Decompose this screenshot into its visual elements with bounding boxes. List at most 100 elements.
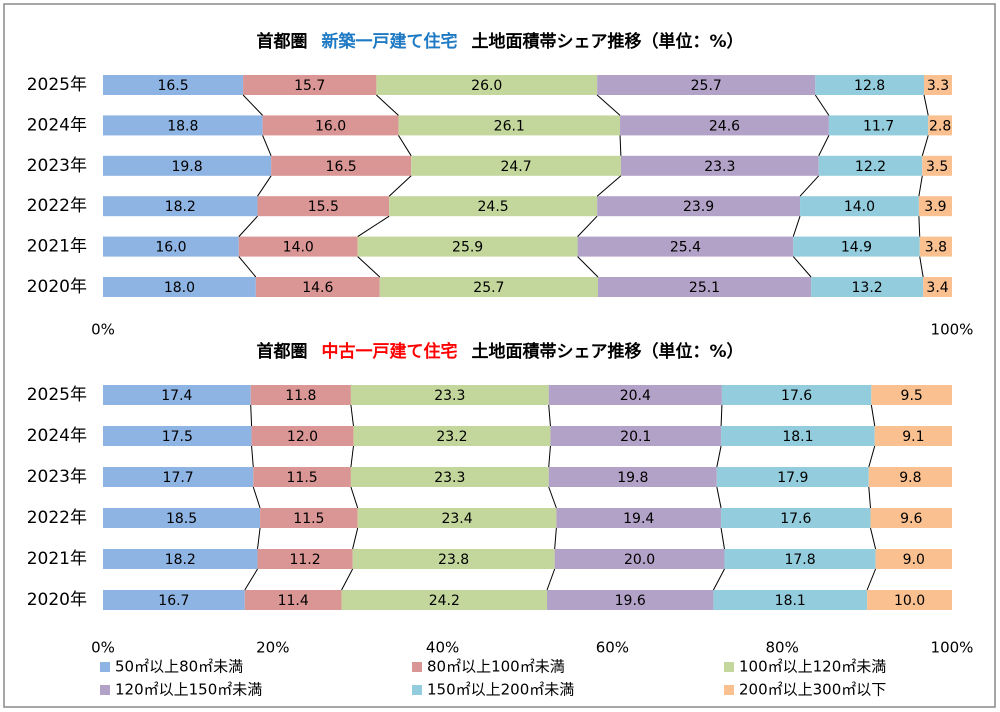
y-tick-label: 2023年 — [27, 467, 87, 487]
y-tick-label: 2022年 — [27, 196, 87, 216]
data-label: 20.0 — [624, 552, 655, 568]
bar-segment — [341, 590, 548, 610]
data-label: 3.9 — [924, 199, 946, 215]
data-label: 17.9 — [777, 470, 808, 486]
bar-segment — [103, 155, 272, 176]
data-label: 18.2 — [165, 199, 196, 215]
connector — [919, 256, 924, 278]
data-label: 14.0 — [844, 199, 875, 215]
bar-segment — [597, 75, 816, 95]
data-label: 16.7 — [158, 593, 189, 609]
connector — [357, 256, 381, 278]
legend-label: 150㎡以上200㎡未満 — [427, 681, 574, 699]
legend-swatch — [412, 662, 422, 672]
data-label: 16.5 — [157, 78, 188, 94]
data-label: 14.9 — [841, 240, 872, 256]
bar-segment — [815, 75, 924, 95]
connector — [918, 175, 923, 197]
connector — [870, 527, 877, 550]
data-label: 18.8 — [167, 118, 198, 134]
connector — [341, 568, 354, 591]
connector — [799, 175, 820, 197]
bar-segment — [353, 426, 551, 446]
connector — [238, 256, 257, 278]
data-label: 13.2 — [852, 280, 883, 296]
bar-segment — [870, 508, 952, 528]
data-label: 17.7 — [163, 470, 194, 486]
connector — [350, 404, 354, 427]
connector — [921, 135, 929, 156]
data-label: 17.6 — [781, 388, 812, 404]
bar-segment — [103, 75, 244, 95]
bar-segment — [828, 115, 929, 136]
x-tick-label: 100% — [931, 321, 974, 339]
data-label: 18.1 — [775, 593, 806, 609]
connector — [870, 404, 876, 427]
bar-segment — [350, 385, 549, 405]
legend-label: 80㎡以上100㎡未満 — [427, 658, 565, 676]
data-label: 9.0 — [903, 552, 925, 568]
bar-segment — [919, 236, 952, 257]
legend-swatch — [100, 685, 110, 695]
chart-title: 首都圏 中古一戸建て住宅 土地面積帯シェア推移（単位：%） — [256, 341, 743, 362]
title-part: 新築一戸建て住宅 — [321, 31, 457, 52]
y-tick-label: 2021年 — [27, 237, 87, 257]
connector — [548, 445, 551, 468]
connector — [716, 445, 722, 468]
y-tick-label: 2021年 — [27, 549, 87, 569]
bar-segment — [800, 196, 919, 217]
legend-swatch — [724, 662, 734, 672]
y-tick-label: 2023年 — [27, 156, 87, 176]
data-label: 23.2 — [436, 429, 467, 445]
bar-segment — [867, 590, 952, 610]
bar-segment — [257, 196, 390, 217]
legend-swatch — [412, 685, 422, 695]
legend-label: 200㎡以上300㎡以下 — [739, 681, 886, 699]
connector — [250, 404, 253, 427]
bar-segment — [922, 155, 952, 176]
bar-segment — [713, 590, 868, 610]
bar-segment — [547, 590, 714, 610]
y-tick-label: 2022年 — [27, 508, 87, 528]
bar-segment — [875, 549, 952, 569]
x-tick-label: 60% — [596, 639, 629, 657]
data-label: 15.7 — [294, 78, 325, 94]
bar-segment — [928, 115, 952, 136]
data-label: 9.6 — [900, 511, 922, 527]
connector — [792, 216, 801, 237]
bar-segment — [103, 385, 251, 405]
bar-segment — [597, 196, 801, 217]
bar-segment — [716, 467, 869, 487]
bar-segment — [103, 467, 254, 487]
title-part: 首都圏 — [256, 31, 307, 52]
data-label: 9.8 — [899, 470, 921, 486]
bar-segment — [243, 75, 377, 95]
bar-segment — [548, 467, 717, 487]
data-label: 25.4 — [670, 240, 701, 256]
bar-segment — [874, 426, 952, 446]
data-label: 17.4 — [161, 388, 192, 404]
x-tick-label: 0% — [91, 321, 115, 339]
data-label: 25.7 — [691, 78, 722, 94]
data-label: 11.5 — [287, 470, 318, 486]
data-label: 9.1 — [902, 429, 924, 445]
data-label: 24.7 — [500, 159, 531, 175]
bar-segment — [257, 549, 353, 569]
bar-segment — [352, 549, 555, 569]
y-tick-label: 2024年 — [27, 426, 87, 446]
bar-segment — [721, 508, 871, 528]
connector — [376, 94, 399, 116]
data-label: 23.9 — [683, 199, 714, 215]
x-tick-label: 20% — [256, 639, 289, 657]
bar-segment — [251, 426, 354, 446]
bar-segment — [577, 236, 794, 257]
data-label: 25.7 — [473, 280, 504, 296]
data-label: 23.3 — [434, 470, 465, 486]
connector — [866, 568, 877, 591]
connector — [868, 486, 871, 509]
connector — [814, 94, 830, 116]
data-label: 24.2 — [429, 593, 460, 609]
data-label: 11.8 — [285, 388, 316, 404]
bar-segment — [350, 467, 549, 487]
